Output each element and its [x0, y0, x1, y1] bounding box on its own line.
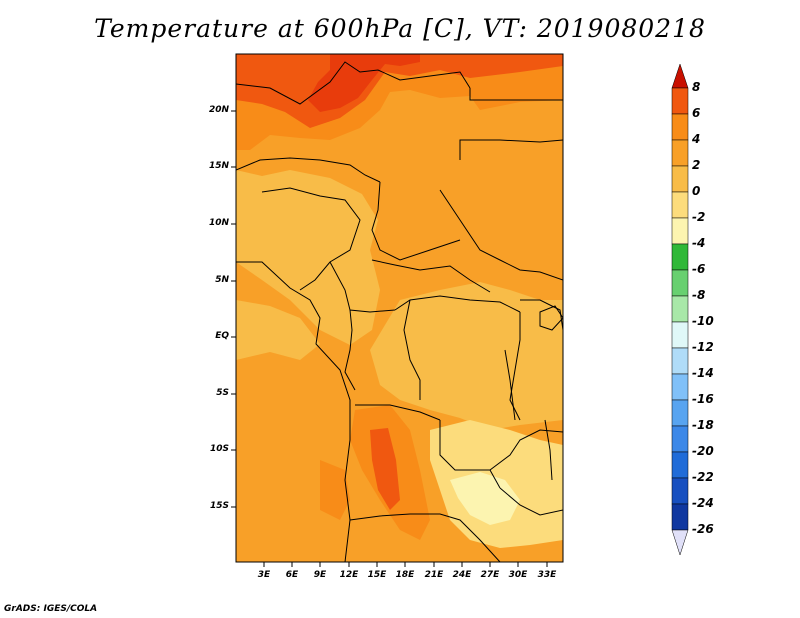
- colorbar-label-0: 0: [692, 184, 701, 198]
- border-namibia: [349, 513, 501, 562]
- colorbar-box-12: [671, 373, 689, 401]
- lon-label-6e: 6E: [285, 570, 299, 580]
- band-0-2-coast: [236, 300, 320, 360]
- lon-label-12e: 12E: [339, 570, 359, 580]
- colorbar-box-13: [671, 399, 689, 427]
- colorbar-label-neg14: -14: [692, 366, 714, 380]
- lat-label-15s: 15S: [209, 501, 229, 511]
- lake-malawi: [544, 419, 553, 481]
- colorbar-label-neg6: -6: [692, 262, 706, 276]
- colorbar-label-8: 8: [692, 80, 701, 94]
- lat-label-10n: 10N: [208, 218, 229, 228]
- colorbar-under-arrow: [671, 529, 689, 556]
- colorbar-box-3: [671, 139, 689, 167]
- lake-victoria: [539, 305, 563, 331]
- colorbar-over-arrow: [671, 63, 689, 89]
- band-4-6-atlantic: [320, 460, 350, 520]
- border-libya-egypt: [469, 88, 563, 101]
- border-zambia: [489, 429, 563, 471]
- lat-label-eq: EQ: [215, 331, 229, 341]
- lon-label-21e: 21E: [424, 570, 444, 580]
- colorbar: [671, 63, 689, 556]
- colorbar-box-10: [671, 321, 689, 349]
- lon-label-18e: 18E: [395, 570, 415, 580]
- band-6-8-angola: [370, 428, 400, 510]
- band-0-2-west: [236, 170, 380, 345]
- colorbar-box-17: [671, 503, 689, 531]
- border-sahel: [236, 157, 381, 183]
- coastline-west: [236, 261, 351, 562]
- border-zimbabwe: [499, 487, 563, 516]
- colorbar-box-7: [671, 243, 689, 271]
- colorbar-label-neg8: -8: [692, 288, 706, 302]
- border-drc-west: [403, 299, 421, 400]
- lon-label-15e: 15E: [367, 570, 387, 580]
- colorbar-box-8: [671, 269, 689, 297]
- lon-label-3e: 3E: [257, 570, 271, 580]
- lon-label-30e: 30E: [508, 570, 528, 580]
- colorbar-label-4: 4: [692, 132, 701, 146]
- border-chad-east: [371, 181, 461, 261]
- lon-label-33e: 33E: [537, 570, 557, 580]
- colorbar-box-6: [671, 217, 689, 245]
- colorbar-label-neg20: -20: [692, 444, 714, 458]
- colorbar-label-neg26: -26: [692, 522, 714, 536]
- map-title: Temperature at 600hPa [C], VT: 201908021…: [94, 14, 706, 43]
- border-sudan-south: [439, 189, 563, 281]
- country-borders: [236, 61, 563, 562]
- colorbar-box-5: [671, 191, 689, 219]
- colorbar-box-16: [671, 477, 689, 505]
- colorbar-label-neg16: -16: [692, 392, 714, 406]
- colorbar-label-6: 6: [692, 106, 701, 120]
- colorbar-label-2: 2: [692, 158, 701, 172]
- border-car: [371, 259, 491, 293]
- lon-label-24e: 24E: [452, 570, 472, 580]
- band-neg4-neg2-south: [450, 472, 520, 525]
- border-nigeria: [261, 187, 361, 291]
- colorbar-label-neg4: -4: [692, 236, 706, 250]
- lon-ticks: [263, 562, 548, 567]
- colorbar-label-neg22: -22: [692, 470, 714, 484]
- border-north: [236, 61, 471, 105]
- colorbar-label-neg18: -18: [692, 418, 714, 432]
- lat-label-20n: 20N: [208, 105, 229, 115]
- colorbar-label-neg12: -12: [692, 340, 714, 354]
- band-0-2-congo: [370, 282, 563, 430]
- colorbar-box-1: [671, 87, 689, 115]
- lat-label-15n: 15N: [208, 161, 229, 171]
- colorbar-label-neg2: -2: [692, 210, 706, 224]
- lon-label-9e: 9E: [313, 570, 327, 580]
- temperature-field: [236, 54, 563, 562]
- lat-ticks: [231, 110, 236, 508]
- colorbar-label-neg10: -10: [692, 314, 714, 328]
- band-6-8-north: [308, 54, 420, 112]
- colorbar-boxes: [671, 87, 689, 531]
- lake-tanganyika: [504, 349, 516, 421]
- border-drc-north: [394, 295, 521, 313]
- map-frame: [235, 53, 564, 563]
- lat-label-5n: 5N: [215, 275, 229, 285]
- colorbar-box-2: [671, 113, 689, 141]
- border-congo: [344, 309, 356, 391]
- border-angola-north: [355, 404, 441, 421]
- colorbar-box-14: [671, 425, 689, 453]
- lat-label-5s: 5S: [216, 388, 229, 398]
- lon-label-27e: 27E: [480, 570, 500, 580]
- lat-label-10s: 10S: [209, 444, 229, 454]
- colorbar-label-neg24: -24: [692, 496, 714, 510]
- colorbar-box-15: [671, 451, 689, 479]
- credit-text: GrADS: IGES/COLA: [4, 604, 98, 614]
- colorbar-box-9: [671, 295, 689, 323]
- border-sudan: [459, 139, 563, 160]
- border-angola-east: [439, 420, 501, 489]
- colorbar-box-4: [671, 165, 689, 193]
- colorbar-box-11: [671, 347, 689, 375]
